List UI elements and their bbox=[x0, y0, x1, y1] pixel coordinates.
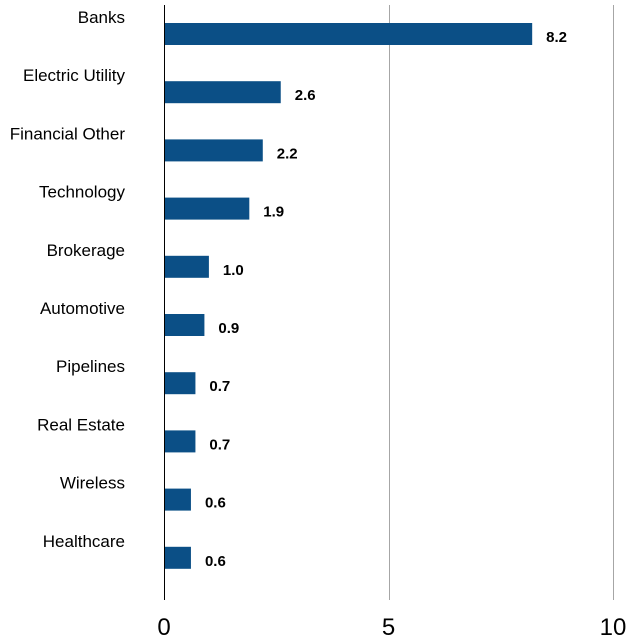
data-label-brokerage: 1.0 bbox=[223, 262, 244, 279]
category-labels: Banks Electric Utility Financial Other Tech… bbox=[10, 8, 126, 551]
data-label-financial-other: 2.2 bbox=[277, 145, 298, 162]
data-label-banks: 8.2 bbox=[546, 29, 567, 46]
bar-banks bbox=[164, 23, 533, 45]
category-label-wireless: Wireless bbox=[60, 474, 125, 493]
category-label-banks: Banks bbox=[78, 8, 125, 27]
category-label-technology: Technology bbox=[39, 183, 126, 202]
x-tick-label-5: 5 bbox=[382, 614, 395, 640]
bar-technology bbox=[164, 197, 250, 220]
value-labels: 8.2 2.6 2.2 1.9 1.0 0.9 0.7 0.7 0.6 0.6 bbox=[205, 29, 567, 570]
bar-real-estate bbox=[164, 430, 196, 453]
gridlines bbox=[389, 5, 614, 600]
bar-electric-utility bbox=[164, 81, 281, 104]
data-label-technology: 1.9 bbox=[263, 204, 284, 221]
bar-automotive bbox=[164, 314, 205, 336]
data-label-pipelines: 0.7 bbox=[209, 378, 230, 395]
category-label-automotive: Automotive bbox=[40, 299, 125, 318]
x-axis-tick-labels: 0 5 10 bbox=[157, 614, 626, 640]
x-tick-label-0: 0 bbox=[157, 614, 170, 640]
bar-wireless bbox=[164, 488, 191, 511]
bars bbox=[164, 23, 533, 569]
category-label-pipelines: Pipelines bbox=[56, 357, 125, 376]
category-label-electric-utility: Electric Utility bbox=[23, 66, 126, 85]
data-label-automotive: 0.9 bbox=[218, 320, 239, 337]
data-label-electric-utility: 2.6 bbox=[295, 87, 316, 104]
data-label-healthcare: 0.6 bbox=[205, 553, 226, 570]
data-label-real-estate: 0.7 bbox=[209, 436, 230, 453]
bar-brokerage bbox=[164, 255, 209, 278]
category-label-financial-other: Financial Other bbox=[10, 124, 126, 143]
bar-healthcare bbox=[164, 546, 191, 569]
category-label-real-estate: Real Estate bbox=[37, 415, 125, 434]
category-label-brokerage: Brokerage bbox=[47, 241, 125, 260]
bar-pipelines bbox=[164, 372, 196, 395]
category-label-healthcare: Healthcare bbox=[43, 532, 125, 551]
data-label-wireless: 0.6 bbox=[205, 495, 226, 512]
bar-financial-other bbox=[164, 139, 263, 162]
x-tick-label-10: 10 bbox=[600, 614, 627, 640]
